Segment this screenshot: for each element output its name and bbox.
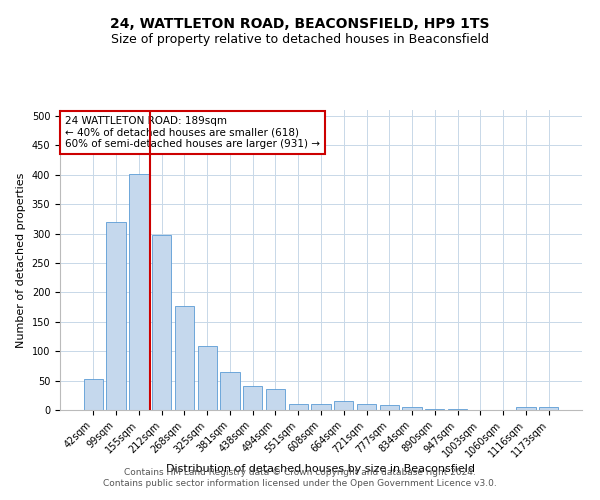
Text: Contains HM Land Registry data © Crown copyright and database right 2024.
Contai: Contains HM Land Registry data © Crown c… — [103, 468, 497, 487]
Y-axis label: Number of detached properties: Number of detached properties — [16, 172, 26, 348]
Bar — [539, 407, 558, 410]
Bar — [380, 406, 399, 410]
Bar — [516, 407, 536, 410]
Bar — [220, 372, 239, 410]
Bar — [357, 404, 376, 410]
Bar — [106, 222, 126, 410]
Bar — [175, 306, 194, 410]
Bar — [129, 174, 149, 410]
Bar — [152, 236, 172, 410]
Bar — [266, 389, 285, 410]
X-axis label: Distribution of detached houses by size in Beaconsfield: Distribution of detached houses by size … — [167, 464, 476, 474]
Text: 24, WATTLETON ROAD, BEACONSFIELD, HP9 1TS: 24, WATTLETON ROAD, BEACONSFIELD, HP9 1T… — [110, 18, 490, 32]
Bar — [289, 404, 308, 410]
Bar — [311, 404, 331, 410]
Text: 24 WATTLETON ROAD: 189sqm
← 40% of detached houses are smaller (618)
60% of semi: 24 WATTLETON ROAD: 189sqm ← 40% of detac… — [65, 116, 320, 149]
Bar — [84, 379, 103, 410]
Bar — [403, 407, 422, 410]
Bar — [425, 409, 445, 410]
Bar — [334, 401, 353, 410]
Bar — [243, 386, 262, 410]
Text: Size of property relative to detached houses in Beaconsfield: Size of property relative to detached ho… — [111, 32, 489, 46]
Bar — [197, 346, 217, 410]
